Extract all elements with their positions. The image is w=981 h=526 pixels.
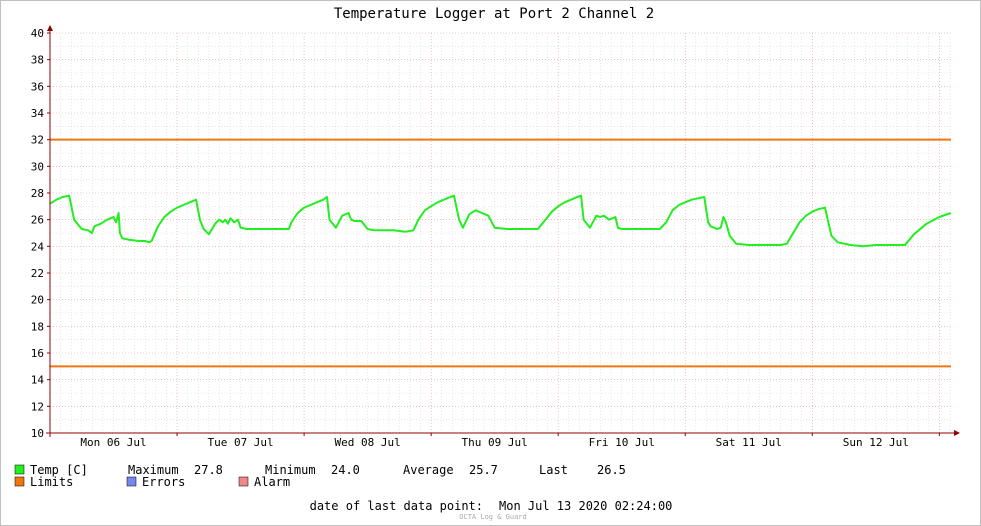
y-tick-label: 28 [31,187,44,200]
y-tick-label: 36 [31,80,44,93]
legend-label-errors: Errors [142,475,185,489]
y-tick-label: 20 [31,294,44,307]
x-axis-arrow [954,430,960,436]
chart-title: Temperature Logger at Port 2 Channel 2 [334,6,654,22]
legend-swatch-limits [14,476,25,487]
stat-last-label: Last [539,463,568,477]
stat-average-label: Average [403,463,454,477]
y-tick-label: 40 [31,27,44,40]
legend-swatch-errors [126,476,137,487]
stat-minimum-label: Minimum [265,463,316,477]
last-data-point-value: Mon Jul 13 2020 02:24:00 [499,499,672,513]
x-tick-labels: Mon 06 Jul Tue 07 Jul Wed 08 Jul Thu 09 Jul… [80,436,909,449]
chart-axes [46,25,960,437]
y-tick-label: 14 [31,374,45,387]
x-tick-label: Fri 10 Jul [589,436,655,449]
y-tick-label: 30 [31,160,44,173]
stat-average-value: 25.7 [469,463,498,477]
y-tick-labels: 10 12 14 16 18 20 22 24 26 28 30 32 34 36 38 40 [31,27,45,440]
y-tick-label: 34 [31,107,45,120]
last-data-point-label: date of last data point: [310,499,483,513]
legend-label-alarm: Alarm [254,475,290,489]
x-tick-label: Sun 12 Jul [843,436,909,449]
x-tick-label: Wed 08 Jul [335,436,401,449]
stat-minimum-value: 24.0 [331,463,360,477]
x-tick-label: Tue 07 Jul [207,436,273,449]
limit-lines [50,138,951,368]
legend-label-limits: Limits [30,475,73,489]
legend-swatch-temp [14,464,25,475]
y-tick-label: 24 [31,240,45,253]
y-axis-arrow [47,25,53,31]
y-tick-label: 10 [31,427,44,440]
watermark: OCTA Log & Guard [459,513,526,521]
x-tick-label: Sat 11 Jul [716,436,782,449]
x-tick-label: Thu 09 Jul [462,436,528,449]
temp-series [49,194,952,248]
y-tick-label: 22 [31,267,44,280]
legend-label-temp: Temp [C] [30,463,88,477]
legend: Temp [C] Maximum 27.8 Minimum 24.0 Avera… [14,463,626,489]
legend-swatch-alarm [238,476,249,487]
stat-last-value: 26.5 [597,463,626,477]
y-tick-label: 18 [31,320,44,333]
stat-maximum-value: 27.8 [194,463,223,477]
stat-maximum-label: Maximum [128,463,179,477]
y-tick-label: 12 [31,400,44,413]
x-tick-label: Mon 06 Jul [80,436,146,449]
y-tick-label: 26 [31,214,44,227]
y-tick-label: 32 [31,134,44,147]
y-tick-label: 16 [31,347,44,360]
temp-series-line [49,194,952,248]
y-tick-label: 38 [31,54,44,67]
